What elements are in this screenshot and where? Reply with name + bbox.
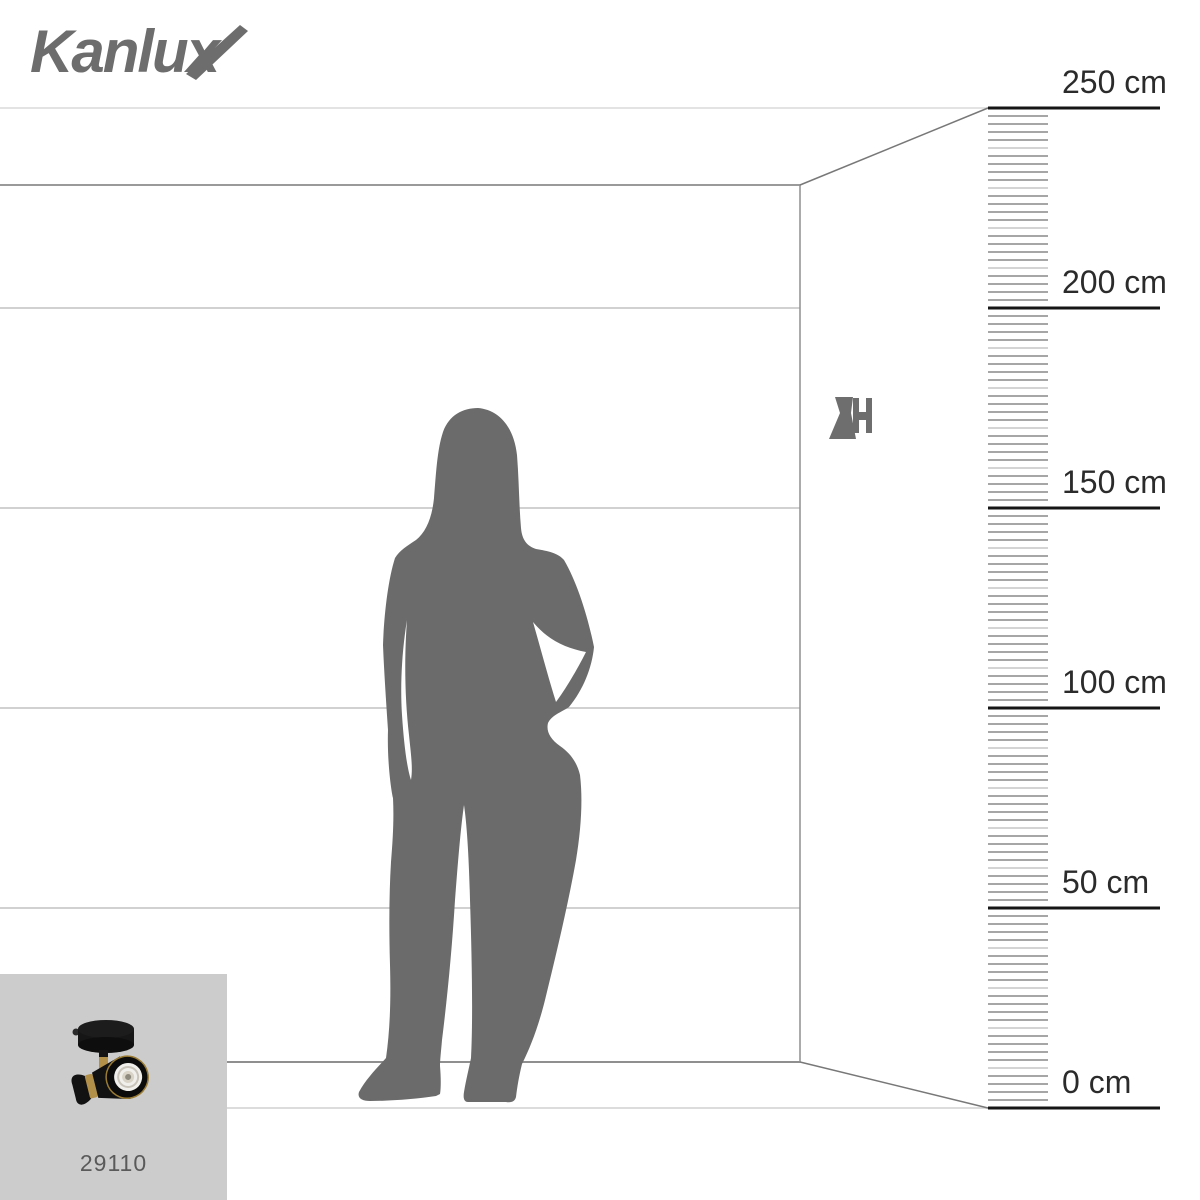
- ruler-label-0cm: 0 cm: [1062, 1064, 1132, 1100]
- ruler-label-150cm: 150 cm: [1062, 464, 1167, 500]
- product-code: 29110: [79, 1150, 148, 1176]
- canopy-screw: [72, 1028, 80, 1036]
- elbow-gap: [533, 622, 586, 702]
- sidewall-bottom-edge: [799, 1061, 989, 1109]
- sidewall-top-edge: [799, 107, 989, 186]
- ruler-label-200cm: 200 cm: [1062, 264, 1167, 300]
- ruler: [988, 106, 1160, 1110]
- ruler-label-100cm: 100 cm: [1062, 664, 1167, 700]
- product-thumbnail-box: [0, 974, 227, 1200]
- product-image: [71, 1020, 149, 1105]
- woman-silhouette: [358, 408, 594, 1103]
- logo-swoosh-icon: [186, 25, 248, 80]
- brand-logo: Kanlux: [30, 20, 290, 100]
- arm-gap: [401, 620, 412, 780]
- spot-head: [71, 1055, 149, 1105]
- ruler-label-250cm: 250 cm: [1062, 64, 1167, 100]
- wall-lamp-icon: [829, 397, 872, 439]
- ruler-label-50cm: 50 cm: [1062, 864, 1150, 900]
